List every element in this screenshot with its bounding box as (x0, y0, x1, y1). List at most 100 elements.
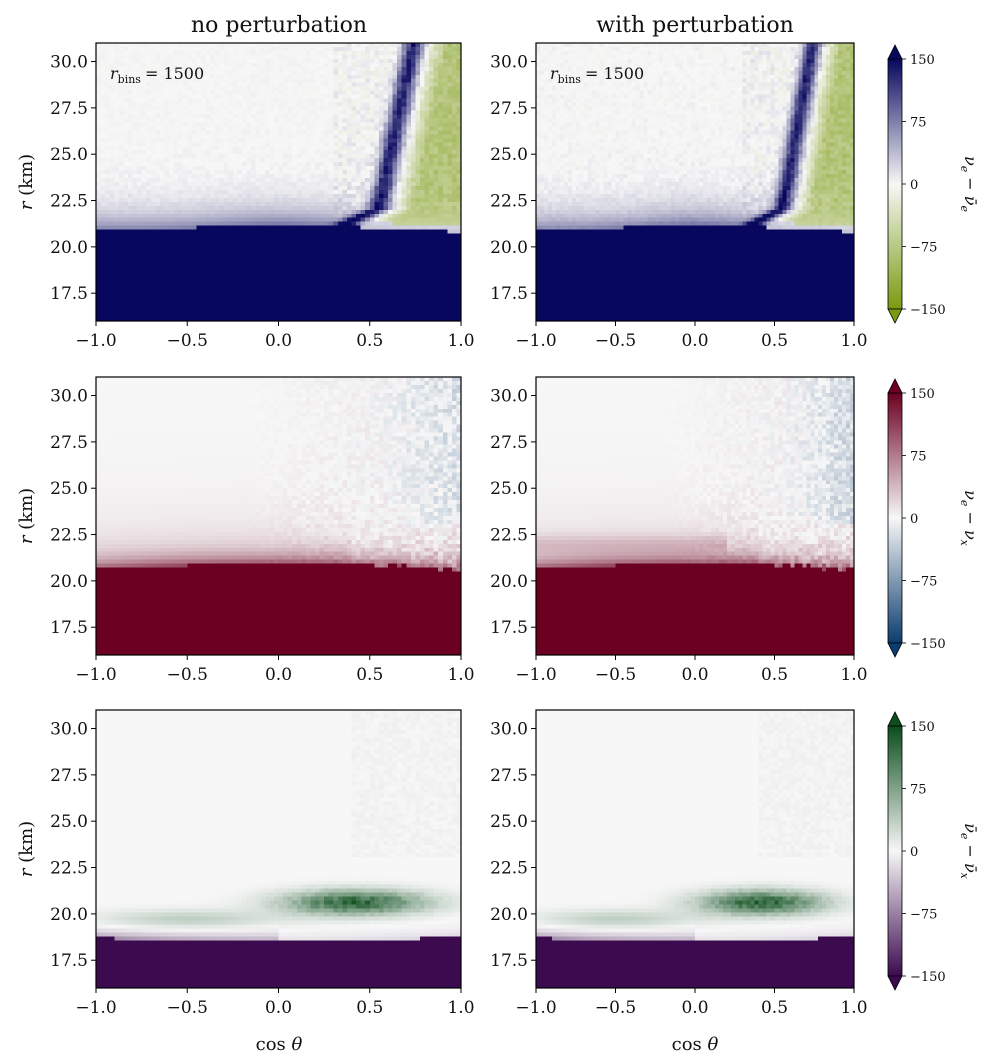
y-tick-label: 25.0 (490, 145, 528, 165)
heatmap-panel-row2-col2: 17.5 20.0 22.5 25.0 27.5 30.0 −1.0 −0.5 0.0 0.5 1.… (490, 376, 868, 685)
x-tick-label: 0.0 (681, 998, 708, 1018)
x-tick-label: 0.5 (356, 665, 383, 685)
y-tick-label: 25.0 (490, 479, 528, 499)
y-tick-label: 27.5 (490, 99, 528, 119)
y-tick-label: 20.0 (490, 572, 528, 592)
colorbar-tick-label: 0 (910, 845, 918, 860)
colorbar-label: ν̄e − ν̄x (958, 823, 980, 880)
colorbar-tick-label: −75 (910, 908, 937, 923)
x-tick-label: 0.5 (761, 998, 788, 1018)
y-tick-label: 27.5 (490, 766, 528, 786)
rbins-annotation: rbins = 1500 (550, 64, 644, 86)
x-tick-label: 1.0 (840, 998, 867, 1018)
x-axis-label-right: cos θ (672, 1034, 719, 1055)
colorbar-extend-bottom (887, 975, 903, 991)
y-tick-label: 27.5 (50, 99, 88, 119)
colorbar-tick-label: 0 (910, 178, 918, 193)
y-tick-label: 22.5 (50, 192, 88, 212)
heatmap-panel-row1-col1: 17.5 20.0 22.5 25.0 27.5 30.0 −1.0 −0.5 0.0 0.5 1.… (50, 42, 475, 351)
chart-row-2: 17.5 20.0 22.5 25.0 27.5 30.0 −1.0 −0.5 0.0 0.5 1.… (16, 376, 980, 685)
x-tick-label: 0.0 (265, 331, 292, 351)
heatmap-panel-row2-col1: 17.5 20.0 22.5 25.0 27.5 30.0 −1.0 −0.5 0.0 0.5 1.… (50, 376, 475, 685)
y-tick-label: 30.0 (50, 720, 88, 740)
x-axis-label-left: cos θ (256, 1034, 303, 1055)
y-tick-label: 20.0 (50, 905, 88, 925)
colorbar-tick-label: 75 (910, 783, 927, 798)
x-tick-label: 0.5 (356, 998, 383, 1018)
x-tick-label: 0.0 (681, 665, 708, 685)
y-tick-label: 17.5 (490, 284, 528, 304)
x-tick-label: 1.0 (447, 998, 474, 1018)
colorbar-row-3: 150 75 0 −75 −150 ν̄e − ν̄x (887, 711, 980, 991)
x-tick-label: −0.5 (595, 998, 636, 1018)
x-tick-label: 1.0 (840, 665, 867, 685)
y-tick-label: 22.5 (490, 526, 528, 546)
colorbar-tick-label: −150 (910, 637, 946, 652)
heatmap-image (96, 43, 461, 321)
y-tick-label: 25.0 (50, 812, 88, 832)
y-axis-label: r (km) (16, 488, 37, 544)
colorbar-tick-label: −75 (910, 241, 937, 256)
colorbar-body (887, 392, 903, 644)
y-tick-label: 17.5 (50, 618, 88, 638)
y-tick-label: 30.0 (490, 720, 528, 740)
y-tick-label: 25.0 (50, 479, 88, 499)
colorbar-tick-label: 0 (910, 512, 918, 527)
y-tick-label: 17.5 (50, 284, 88, 304)
colorbar-tick-label: −150 (910, 970, 946, 985)
colorbar-tick-label: −75 (910, 575, 937, 590)
colorbar-extend-top (887, 711, 903, 727)
heatmap-image (536, 710, 854, 988)
y-tick-label: 20.0 (490, 238, 528, 258)
colorbar-row-2: 150 75 0 −75 −150 νe − νx (887, 378, 980, 658)
colorbar-extend-bottom (887, 308, 903, 324)
heatmap-image (536, 43, 854, 321)
colorbar-body (887, 58, 903, 310)
colorbar-label: νe − νx (958, 490, 980, 547)
x-tick-label: −1.0 (515, 998, 556, 1018)
y-axis-label: r (km) (16, 821, 37, 877)
colorbar-tick-label: 75 (910, 450, 927, 465)
x-tick-label: −0.5 (595, 331, 636, 351)
x-tick-label: −0.5 (167, 998, 208, 1018)
column-title-right: with perturbation (596, 13, 794, 38)
x-tick-label: 0.0 (265, 998, 292, 1018)
y-tick-label: 17.5 (490, 951, 528, 971)
colorbar-extend-top (887, 378, 903, 394)
y-tick-label: 30.0 (490, 387, 528, 407)
y-axis-label: r (km) (16, 154, 37, 210)
heatmap-panel-row3-col2: 17.5 20.0 22.5 25.0 27.5 30.0 −1.0 −0.5 0.0 0.5 1.… (490, 709, 868, 1018)
x-tick-label: −0.5 (167, 665, 208, 685)
colorbar-row-1: 150 75 0 −75 −150 νe − ν̄e (887, 44, 980, 324)
chart-row-1: 17.5 20.0 22.5 25.0 27.5 30.0 −1.0 −0.5 0.0 0.5 1.… (16, 42, 980, 351)
colorbar-tick-label: −150 (910, 303, 946, 318)
y-tick-label: 17.5 (490, 618, 528, 638)
x-tick-label: −0.5 (595, 665, 636, 685)
x-tick-label: 0.5 (761, 665, 788, 685)
y-tick-label: 22.5 (50, 859, 88, 879)
y-tick-label: 30.0 (50, 387, 88, 407)
y-tick-label: 25.0 (490, 812, 528, 832)
y-tick-label: 27.5 (50, 433, 88, 453)
x-tick-label: 0.5 (356, 331, 383, 351)
x-tick-label: −0.5 (167, 331, 208, 351)
column-title-left: no perturbation (191, 13, 367, 38)
colorbar-tick-label: 150 (910, 387, 935, 402)
y-tick-label: 20.0 (490, 905, 528, 925)
heatmap-image (96, 710, 461, 988)
x-tick-label: 1.0 (447, 331, 474, 351)
y-tick-label: 17.5 (50, 951, 88, 971)
x-tick-label: 0.0 (681, 331, 708, 351)
colorbar-body (887, 725, 903, 977)
y-tick-label: 25.0 (50, 145, 88, 165)
y-tick-label: 27.5 (50, 766, 88, 786)
heatmap-panel-row3-col1: 17.5 20.0 22.5 25.0 27.5 30.0 −1.0 −0.5 0.0 0.5 1.… (50, 709, 475, 1018)
colorbar-extend-top (887, 44, 903, 60)
x-tick-label: −1.0 (515, 665, 556, 685)
x-tick-label: −1.0 (515, 331, 556, 351)
x-tick-label: 0.5 (761, 331, 788, 351)
x-tick-label: 1.0 (840, 331, 867, 351)
y-tick-label: 27.5 (490, 433, 528, 453)
colorbar-extend-bottom (887, 642, 903, 658)
